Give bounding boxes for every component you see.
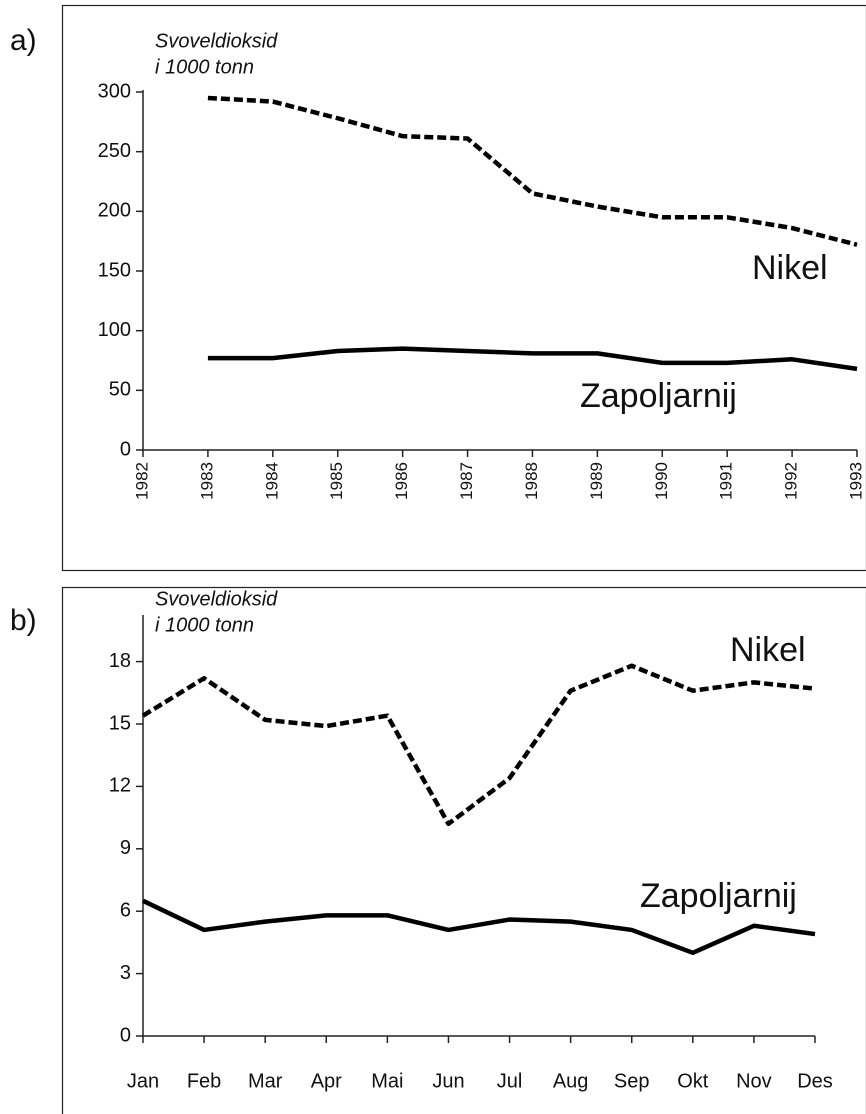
y-axis-label: Svoveldioksid (155, 30, 278, 52)
x-tick-label: Apr (311, 1070, 342, 1092)
x-tick-label: Nov (736, 1070, 772, 1092)
x-tick-label: Mar (248, 1070, 283, 1092)
y-tick-label: 12 (109, 775, 131, 797)
x-tick-label: 1990 (652, 462, 671, 500)
y-tick-label: 15 (109, 712, 131, 734)
y-tick-label: 200 (98, 200, 131, 222)
x-tick-label: 1982 (132, 462, 151, 500)
y-tick-label: 6 (120, 899, 131, 921)
panel-label: a) (10, 24, 37, 57)
x-tick-label: 1985 (327, 462, 346, 500)
x-tick-label: 1986 (392, 462, 411, 500)
x-tick-label: 1991 (717, 462, 736, 500)
x-tick-label: Mai (371, 1070, 403, 1092)
data-line (142, 898, 816, 956)
x-tick-label: 1993 (846, 462, 865, 500)
y-tick-label: 3 (120, 962, 131, 984)
series-label: Nikel (730, 631, 806, 669)
x-tick-label: 1988 (522, 462, 541, 500)
series-label: Zapoljarnij (640, 877, 797, 915)
y-axis-label: i 1000 tonn (155, 56, 254, 78)
x-tick-label: Jul (497, 1070, 523, 1092)
x-tick-label: 1987 (457, 462, 476, 500)
x-tick-label: Okt (677, 1070, 709, 1092)
series-label: Nikel (752, 249, 828, 287)
x-tick-label: 1984 (262, 462, 281, 500)
x-tick-label: Des (797, 1070, 833, 1092)
series-label: Zapoljarnij (580, 377, 737, 415)
x-tick-label: Aug (553, 1070, 589, 1092)
y-tick-label: 150 (98, 259, 131, 281)
x-tick-label: 1992 (782, 462, 801, 500)
y-axis-label: i 1000 tonn (155, 614, 254, 636)
y-tick-label: 0 (120, 1024, 131, 1046)
x-tick-label: Feb (187, 1070, 221, 1092)
panel-label: b) (10, 604, 37, 637)
data-line (207, 346, 858, 372)
y-tick-label: 100 (98, 319, 131, 341)
data-line (207, 95, 858, 247)
data-line (141, 663, 816, 827)
y-tick-label: 50 (109, 379, 131, 401)
x-tick-label: 1989 (587, 462, 606, 500)
y-tick-label: 9 (120, 837, 131, 859)
x-tick-label: Jan (127, 1070, 159, 1092)
y-tick-label: 300 (98, 80, 131, 102)
x-tick-label: Jun (432, 1070, 464, 1092)
y-tick-label: 18 (109, 650, 131, 672)
panel-frame (61, 586, 866, 1114)
y-axis-label: Svoveldioksid (155, 588, 278, 610)
x-tick-label: Sep (614, 1070, 650, 1092)
y-tick-label: 250 (98, 140, 131, 162)
panel-frame (61, 4, 866, 572)
x-tick-label: 1983 (197, 462, 216, 500)
y-tick-label: 0 (120, 438, 131, 460)
